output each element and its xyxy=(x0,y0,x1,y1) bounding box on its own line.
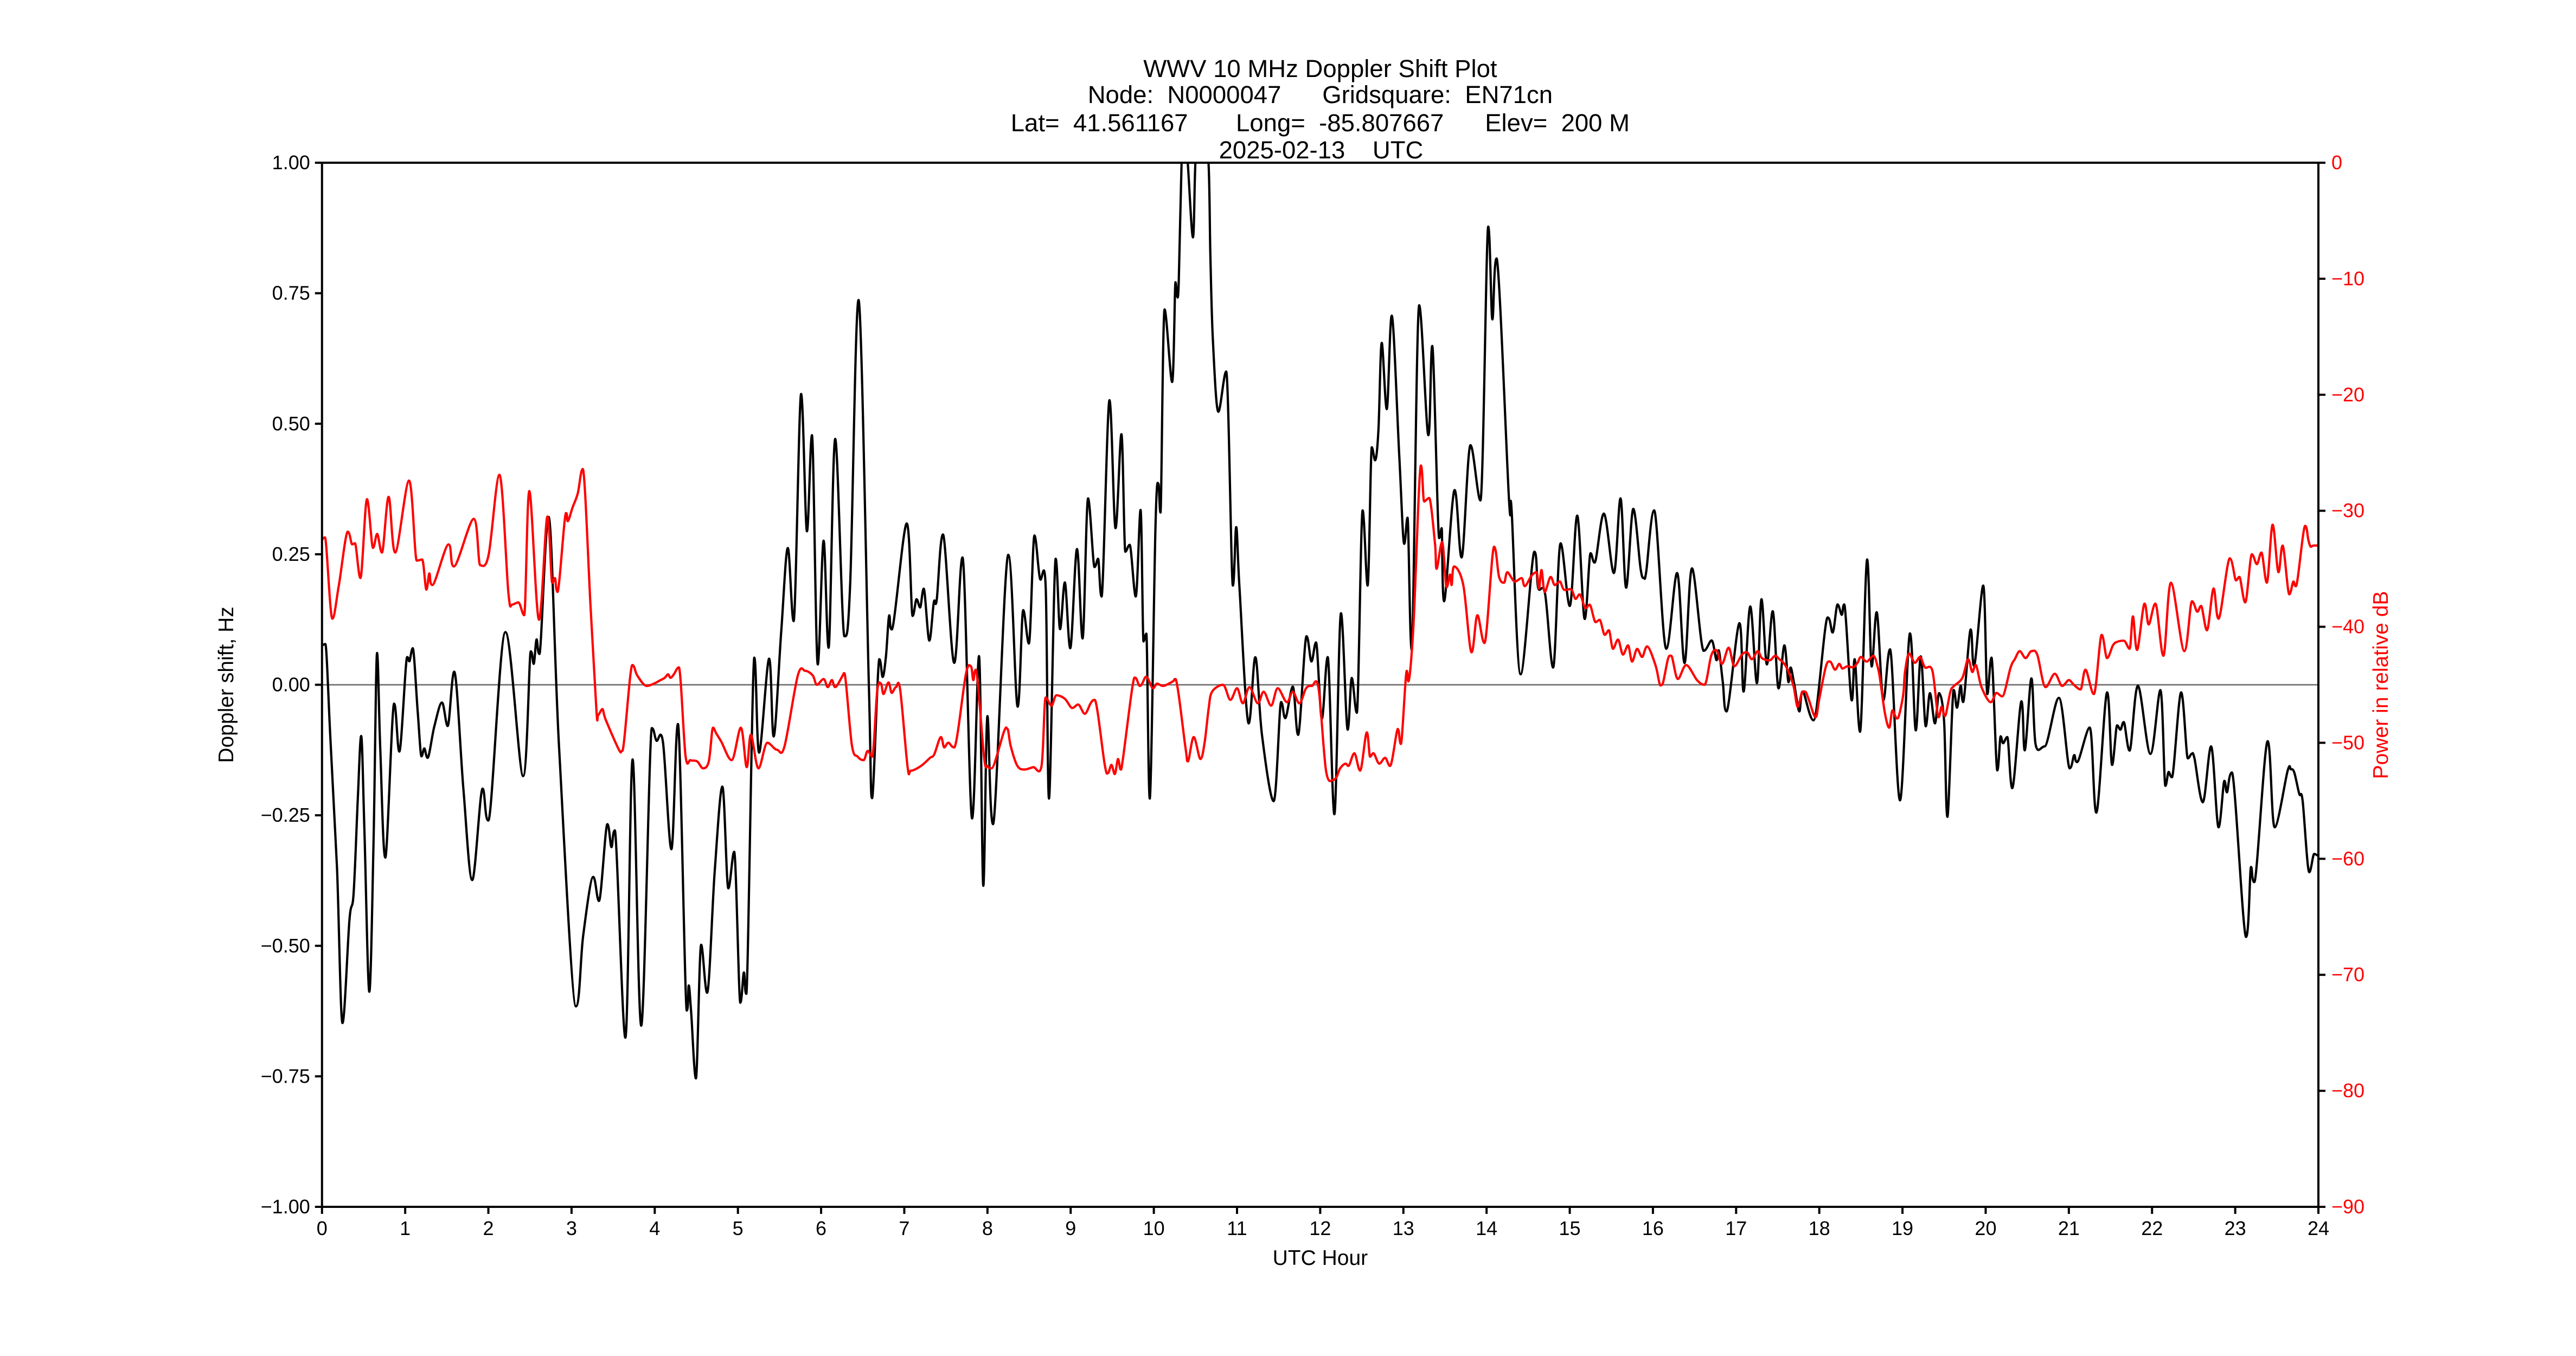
svg-text:1: 1 xyxy=(400,1217,411,1239)
svg-text:−30: −30 xyxy=(2331,500,2364,522)
svg-text:16: 16 xyxy=(1642,1217,1664,1239)
svg-text:−0.75: −0.75 xyxy=(261,1065,310,1087)
svg-text:0: 0 xyxy=(317,1217,328,1239)
svg-text:6: 6 xyxy=(816,1217,826,1239)
svg-text:14: 14 xyxy=(1476,1217,1497,1239)
svg-text:Power in relative dB: Power in relative dB xyxy=(2369,591,2393,779)
svg-text:0: 0 xyxy=(2331,151,2342,174)
svg-text:19: 19 xyxy=(1892,1217,1913,1239)
svg-text:15: 15 xyxy=(1559,1217,1581,1239)
svg-text:−60: −60 xyxy=(2331,847,2364,869)
svg-text:2: 2 xyxy=(483,1217,494,1239)
svg-text:−50: −50 xyxy=(2331,731,2364,753)
svg-text:WWV 10 MHz Doppler Shift Plot: WWV 10 MHz Doppler Shift Plot xyxy=(1143,55,1497,82)
svg-text:Lat= 41.561167 Long= -: Lat= 41.561167 Long= -85.807667 Elev= 20… xyxy=(1011,109,1630,137)
svg-text:8: 8 xyxy=(982,1217,993,1239)
svg-text:18: 18 xyxy=(1809,1217,1830,1239)
svg-text:12: 12 xyxy=(1309,1217,1331,1239)
svg-text:24: 24 xyxy=(2308,1217,2329,1239)
svg-text:−80: −80 xyxy=(2331,1079,2364,1102)
svg-text:23: 23 xyxy=(2225,1217,2246,1239)
svg-text:4: 4 xyxy=(649,1217,660,1239)
svg-text:21: 21 xyxy=(2058,1217,2080,1239)
svg-text:−40: −40 xyxy=(2331,616,2364,638)
svg-text:13: 13 xyxy=(1393,1217,1414,1239)
svg-text:−70: −70 xyxy=(2331,963,2364,986)
svg-text:−90: −90 xyxy=(2331,1195,2364,1218)
svg-text:−0.25: −0.25 xyxy=(261,804,310,826)
svg-text:−1.00: −1.00 xyxy=(261,1195,310,1218)
svg-text:22: 22 xyxy=(2141,1217,2163,1239)
svg-text:0.25: 0.25 xyxy=(272,543,310,565)
svg-text:UTC Hour: UTC Hour xyxy=(1273,1246,1368,1270)
svg-text:5: 5 xyxy=(733,1217,744,1239)
svg-text:3: 3 xyxy=(566,1217,577,1239)
svg-text:9: 9 xyxy=(1065,1217,1076,1239)
svg-text:20: 20 xyxy=(1975,1217,1996,1239)
svg-text:1.00: 1.00 xyxy=(272,151,310,174)
svg-text:7: 7 xyxy=(899,1217,909,1239)
svg-text:10: 10 xyxy=(1143,1217,1165,1239)
svg-text:17: 17 xyxy=(1725,1217,1747,1239)
svg-text:2025-02-13 UTC: 2025-02-13 UTC xyxy=(1219,136,1424,164)
svg-text:−0.50: −0.50 xyxy=(261,935,310,957)
svg-text:0.00: 0.00 xyxy=(272,674,310,696)
svg-text:0.50: 0.50 xyxy=(272,412,310,434)
svg-text:Doppler shift, Hz: Doppler shift, Hz xyxy=(215,606,238,763)
svg-text:Node: N0000047 Gridsquar: Node: N0000047 Gridsquare: EN71cn xyxy=(1088,81,1553,108)
svg-text:11: 11 xyxy=(1227,1217,1247,1239)
svg-text:−10: −10 xyxy=(2331,267,2364,290)
svg-text:−20: −20 xyxy=(2331,383,2364,406)
svg-text:0.75: 0.75 xyxy=(272,282,310,304)
